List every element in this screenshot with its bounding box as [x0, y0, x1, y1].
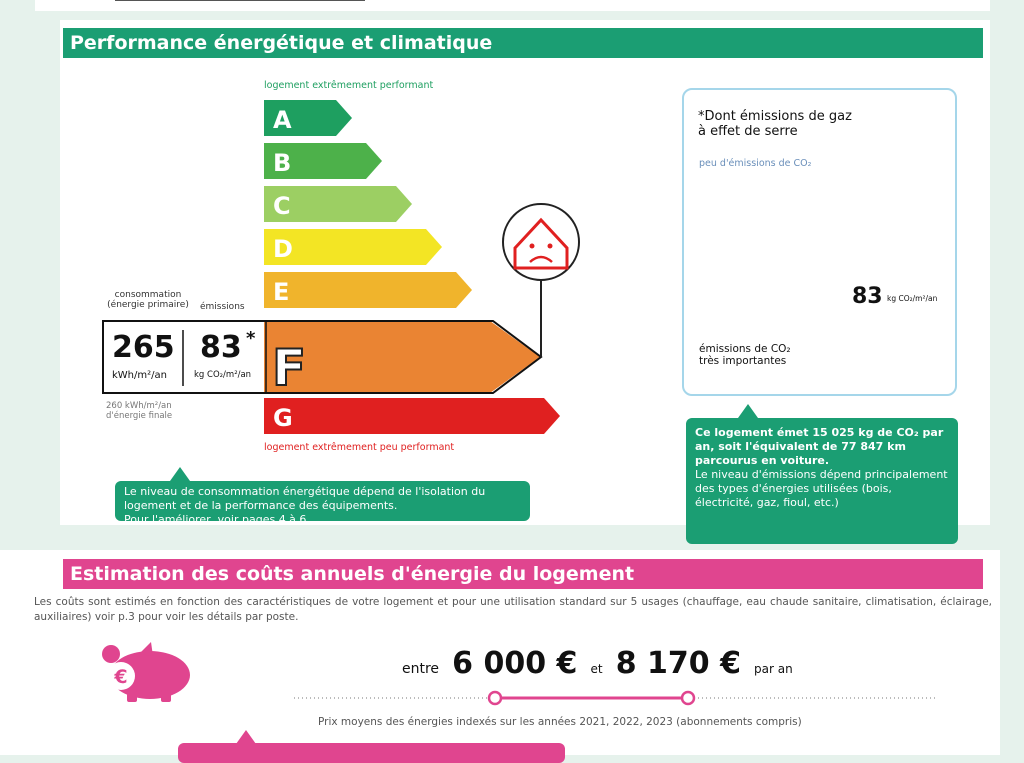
prices-note: Prix moyens des énergies indexés sur les…: [318, 716, 802, 728]
cost-word-between: entre: [402, 661, 440, 677]
final-energy: 260 kWh/m²/an d'énergie finale: [106, 401, 173, 421]
energy-grade-c-bar: [264, 186, 412, 222]
energy-bottom-label: logement extrêmement peu performant: [264, 442, 455, 453]
house-frown: [529, 255, 553, 263]
emissions-star: *: [246, 328, 256, 349]
house-eye: [529, 243, 535, 249]
costs-section-title: Estimation des coûts annuels d'énergie d…: [63, 559, 983, 589]
energy-grade-letter: F: [272, 339, 306, 397]
energy-tip-text: Le niveau de consommation énergétique dé…: [124, 485, 486, 526]
energy-value-frame: [102, 320, 543, 394]
energy-grade-g-bar: [264, 398, 560, 434]
previous-section-bottom: [35, 0, 990, 11]
ges-tip: Ce logement émet 15 025 kg de CO₂ par an…: [686, 404, 958, 544]
cost-range-bar: [294, 690, 936, 706]
energy-grade-letter: G: [273, 404, 293, 432]
energy-section-title: Performance énergétique et climatique: [63, 28, 983, 58]
consumption-value: 265: [112, 330, 175, 365]
ges-unit: kg CO₂/m²/an: [887, 294, 938, 303]
costs-description: Les coûts sont estimés en fonction des c…: [34, 596, 992, 623]
cost-range: entre 6 000 € et 8 170 € par an: [402, 646, 793, 681]
emissions-unit: kg CO₂/m²/an: [194, 370, 252, 380]
svg-text:€: €: [113, 666, 127, 688]
cost-min-marker: [487, 690, 503, 706]
energy-grade-d-bar: [264, 229, 442, 265]
ges-tip-text: Le niveau d'émissions dépend principalem…: [695, 468, 948, 509]
house-outline: [513, 217, 569, 270]
cost-word-and: et: [590, 662, 603, 676]
ges-bottom-label: émissions de CO₂ très importantes: [699, 343, 791, 367]
piggy-bank-icon: €: [102, 642, 190, 702]
cost-per-year: par an: [754, 662, 793, 676]
ges-box: [682, 88, 957, 396]
emissions-value: 83: [200, 330, 242, 365]
energy-top-label: logement extrêmement performant: [264, 80, 434, 91]
energy-grade-letter: E: [273, 278, 289, 306]
energy-grade-letter: A: [273, 106, 292, 134]
energy-grade-letter: B: [273, 149, 291, 177]
house-eye: [547, 243, 553, 249]
costs-tip: [178, 743, 565, 763]
ges-value: 83: [852, 284, 883, 309]
sad-house-icon: [502, 203, 580, 281]
consumption-unit: kWh/m²/an: [112, 370, 167, 381]
ges-title: *Dont émissions de gaz à effet de serre: [698, 109, 852, 139]
ges-tip-bold: Ce logement émet 15 025 kg de CO₂ par an…: [695, 426, 944, 467]
cost-max: 8 170 €: [615, 646, 741, 681]
costs-tip-arrow: [236, 730, 256, 744]
energy-grade-f-bar: [264, 321, 540, 393]
energy-grade-e-bar: [264, 272, 472, 308]
energy-tip: Le niveau de consommation énergétique dé…: [115, 467, 530, 526]
cost-min: 6 000 €: [452, 646, 578, 681]
energy-grade-a-bar: [264, 100, 352, 136]
ges-top-label: peu d'émissions de CO₂: [699, 158, 812, 169]
energy-grade-b-bar: [264, 143, 382, 179]
consumption-label: consommation (énergie primaire): [107, 290, 189, 310]
emissions-label: émissions: [200, 302, 245, 312]
energy-grade-letter: C: [273, 192, 291, 220]
divider-line: [115, 0, 365, 1]
cost-max-marker: [680, 690, 696, 706]
energy-grade-letter: D: [273, 235, 293, 263]
